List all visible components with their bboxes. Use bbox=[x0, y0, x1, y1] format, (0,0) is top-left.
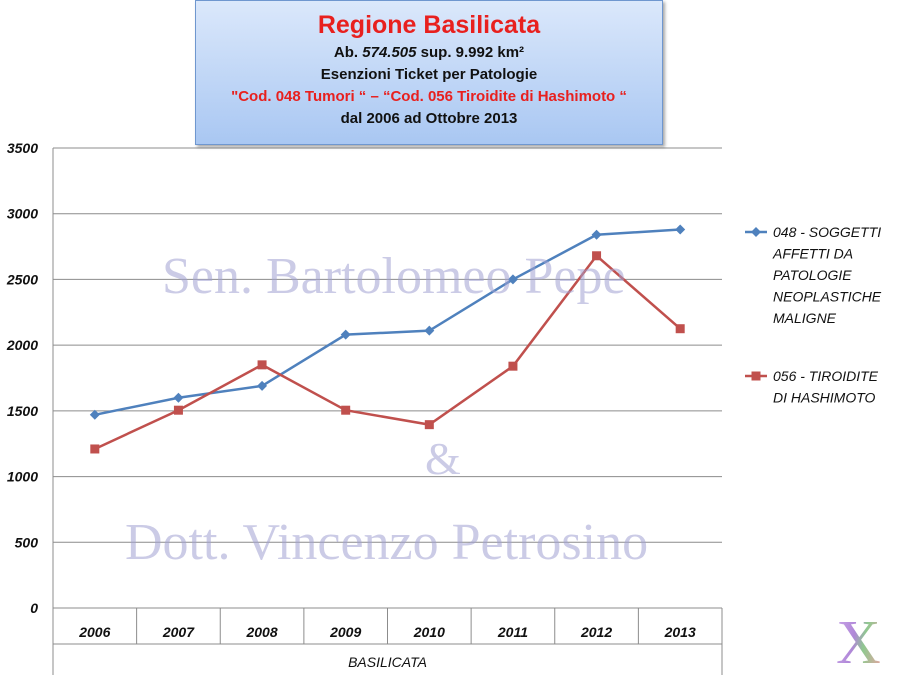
legend-label-line: MALIGNE bbox=[773, 310, 837, 326]
x-tick-label: 2009 bbox=[329, 624, 361, 640]
legend-label-line: AFFETTI DA bbox=[772, 246, 853, 262]
x-tick-label: 2007 bbox=[162, 624, 195, 640]
watermark-author-2: Dott. Vincenzo Petrosino bbox=[125, 514, 649, 571]
y-tick-label: 1500 bbox=[7, 403, 38, 419]
legend-label-line: PATOLOGIE bbox=[773, 267, 852, 283]
legend-label-line: NEOPLASTICHE bbox=[773, 289, 882, 305]
data-point-diamond bbox=[675, 224, 686, 235]
x-tick-label: 2011 bbox=[497, 624, 528, 640]
y-tick-label: 3500 bbox=[7, 140, 38, 156]
data-point-diamond bbox=[257, 380, 268, 391]
series-line-2 bbox=[94, 253, 682, 451]
population-area-line: Ab. 574.505 sup. 9.992 km² bbox=[196, 42, 662, 64]
y-tick-label: 2500 bbox=[6, 271, 38, 287]
chart-gridlines bbox=[53, 147, 722, 609]
y-tick-label: 0 bbox=[30, 600, 38, 616]
data-point-diamond bbox=[424, 325, 435, 336]
chart-title-box: Regione Basilicata Ab. 574.505 sup. 9.99… bbox=[195, 0, 663, 145]
legend-marker-square bbox=[751, 371, 761, 381]
y-tick-label: 2000 bbox=[6, 337, 38, 353]
x-tick-label: 2013 bbox=[664, 624, 696, 640]
chart-title: Regione Basilicata bbox=[317, 11, 541, 39]
legend-label-line: 048 - SOGGETTI bbox=[773, 224, 881, 240]
data-point-square bbox=[424, 420, 434, 430]
x-tick-label: 2010 bbox=[413, 624, 445, 640]
population-value: 574.505 bbox=[362, 44, 417, 61]
data-point-square bbox=[173, 405, 183, 415]
data-point-square bbox=[257, 360, 267, 370]
data-point-diamond bbox=[507, 274, 518, 285]
data-point-diamond bbox=[89, 409, 100, 420]
data-point-square bbox=[592, 251, 602, 261]
data-point-diamond bbox=[591, 229, 602, 240]
y-tick-label: 500 bbox=[15, 534, 39, 550]
x-tick-label: 2012 bbox=[580, 624, 612, 640]
x-tick-label: 2006 bbox=[78, 624, 110, 640]
y-tick-label: 3000 bbox=[7, 206, 38, 222]
legend-marker-diamond bbox=[751, 227, 761, 237]
chart-legend: 048 - SOGGETTI AFFETTI DA PATOLOGIE NEOPLAS… bbox=[745, 224, 882, 406]
chart-series bbox=[89, 224, 686, 454]
chart-codes-line: "Cod. 048 Tumori “ – “Cod. 056 Tiroidite… bbox=[231, 88, 627, 105]
x-axis-category-table: 2006 2007 2008 2009 2010 2011 2012 2013 BASILICA… bbox=[52, 608, 723, 675]
x-logo-icon: X bbox=[836, 609, 881, 677]
legend-label-line: DI HASHIMOTO bbox=[773, 390, 876, 406]
series-line-1 bbox=[94, 228, 681, 417]
y-axis: 0 500 1000 1500 2000 2500 3000 3500 bbox=[6, 140, 54, 616]
chart-period-line: dal 2006 ad Ottobre 2013 bbox=[340, 110, 518, 127]
population-prefix: Ab. bbox=[333, 44, 363, 61]
data-point-square bbox=[508, 361, 518, 371]
data-point-square bbox=[90, 444, 100, 454]
data-point-diamond bbox=[340, 329, 351, 340]
data-point-square bbox=[675, 324, 685, 334]
x-tick-label: 2008 bbox=[245, 624, 277, 640]
y-tick-label: 1000 bbox=[7, 469, 38, 485]
data-point-square bbox=[341, 405, 351, 415]
data-point-diamond bbox=[173, 392, 184, 403]
watermark-ampersand: & bbox=[425, 433, 461, 484]
x-axis-label: BASILICATA bbox=[348, 654, 427, 670]
chart-subtitle: Esenzioni Ticket per Patologie bbox=[320, 66, 538, 83]
area-value: sup. 9.992 km² bbox=[416, 44, 525, 61]
watermark-author-1: Sen. Bartolomeo Pepe bbox=[162, 248, 626, 305]
legend-label-line: 056 - TIROIDITE bbox=[773, 368, 879, 384]
